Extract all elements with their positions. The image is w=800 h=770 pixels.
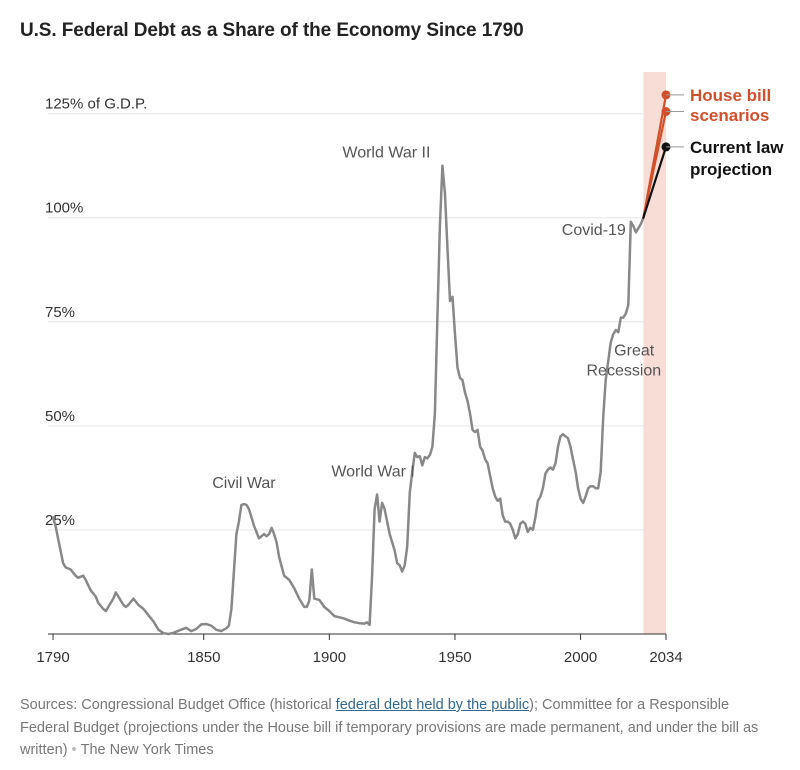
x-axis: 1790 1850 1900 1950 2000 2034 [36,633,683,666]
annotation-label: World War I [331,464,415,481]
x-tick-label: 2000 [564,649,597,666]
sources-link[interactable]: federal debt held by the public [335,697,530,713]
projection-band [643,72,666,634]
y-axis-labels: 25% 50% 75% 100% 125% of G.D.P. [45,96,147,529]
y-tick-label: 125% of G.D.P. [45,96,147,113]
gridlines [48,113,644,531]
projection-line-current-law [642,145,668,219]
legend-house-bill: scenarios [690,106,769,125]
x-tick-label: 1950 [438,649,471,666]
legend-current-law: projection [690,160,772,179]
legend-house-bill: House bill [690,86,771,105]
annotation-label: Civil War [212,475,276,492]
y-tick-label: 75% [45,304,75,321]
history-line [51,164,645,636]
projection-band-layer [643,72,666,634]
sources-note: Sources: Congressional Budget Office (hi… [20,694,780,762]
x-tick-label: 1900 [313,649,346,666]
x-tick-label: 1790 [36,649,69,666]
chart-title: U.S. Federal Debt as a Share of the Econ… [20,20,524,41]
series-lines [51,90,671,636]
y-tick-label: 25% [45,512,75,529]
projection-line-house-bill [642,110,668,219]
y-tick-label: 50% [45,408,75,425]
annotation-label: Covid-19 [562,222,626,239]
annotation-label: Great [614,342,655,359]
x-tick-label: 1850 [187,649,220,666]
sources-suffix: ); Committee for a Responsible Federal B… [20,697,759,758]
legend-current-law: Current law [690,138,784,157]
x-tick-label: 2034 [649,649,682,666]
credit: The New York Times [80,742,214,758]
separator-dot: • [71,742,77,758]
sources-prefix: Sources: Congressional Budget Office (hi… [20,697,336,713]
y-tick-label: 100% [45,200,83,217]
debt-chart: 25% 50% 75% 100% 125% of G.D.P. 1790 1850 1900… [36,72,784,666]
annotations: World War II World War I Civil War Covid-19… [212,145,661,492]
annotation-label: Recession [586,362,661,379]
annotation-label: World War II [342,145,430,162]
